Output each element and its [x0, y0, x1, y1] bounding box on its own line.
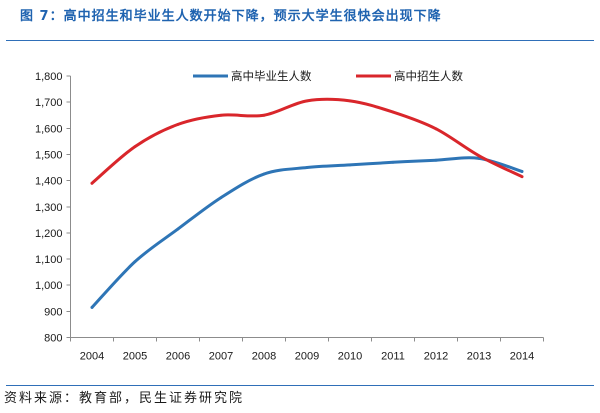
legend-label-graduates: 高中毕业生人数	[231, 69, 312, 83]
figure-title: 图 7：高中招生和毕业生人数开始下降，预示大学生很快会出现下降	[20, 9, 442, 24]
y-tick-label: 1,600	[35, 123, 63, 135]
legend-label-enrollment: 高中招生人数	[394, 69, 463, 83]
data-point-graduates-2009	[305, 166, 309, 169]
data-point-enrollment-2005	[133, 145, 137, 149]
data-point-enrollment-2004	[90, 181, 94, 185]
data-point-graduates-2004	[90, 306, 94, 309]
x-axis: 2004 2005 2006 2007 2008 2009 2010 2011 2012 2013…	[70, 337, 544, 363]
data-point-enrollment-2007	[219, 113, 223, 117]
x-tick-label: 2004	[80, 351, 104, 363]
y-tick-label: 1,700	[35, 97, 63, 109]
data-point-graduates-2012	[434, 158, 438, 162]
x-tick-label: 2008	[252, 351, 276, 363]
x-tick-label: 2010	[338, 351, 362, 363]
data-point-enrollment-2009	[305, 99, 309, 103]
legend-item-enrollment: 高中招生人数	[356, 69, 463, 83]
x-tick-label: 2006	[166, 351, 190, 363]
data-point-enrollment-2008	[262, 113, 266, 117]
y-tick-label: 1,100	[35, 254, 63, 266]
y-tick-label: 1,000	[35, 280, 63, 292]
x-tick-label: 2009	[295, 351, 319, 363]
series-graduates	[90, 156, 524, 309]
data-point-graduates-2014	[520, 170, 524, 173]
y-tick-label: 800	[44, 333, 62, 345]
data-point-enrollment-2012	[434, 127, 438, 131]
y-tick-label: 900	[44, 306, 62, 318]
data-point-enrollment-2006	[176, 122, 180, 126]
x-tick-label: 2005	[123, 351, 147, 363]
data-point-enrollment-2011	[391, 110, 395, 114]
y-tick-label: 1,300	[35, 202, 63, 214]
data-point-enrollment-2010	[348, 99, 352, 103]
source-note: 资料来源：教育部，民生证券研究院	[4, 391, 245, 406]
source-divider	[6, 385, 594, 386]
data-point-graduates-2010	[348, 163, 352, 167]
y-axis: 800 900 1,000 1,100 1,200 1,300 1,400 1,500 1,60…	[35, 71, 71, 345]
title-divider	[6, 40, 594, 41]
y-tick-label: 1,400	[35, 176, 63, 188]
data-point-graduates-2007	[219, 196, 223, 200]
data-point-graduates-2008	[262, 172, 266, 176]
data-point-graduates-2006	[176, 227, 180, 231]
x-tick-label: 2012	[424, 351, 448, 363]
y-tick-label: 1,500	[35, 149, 63, 161]
y-tick-label: 1,200	[35, 228, 63, 240]
series-line-enrollment	[90, 97, 524, 185]
series-group	[90, 97, 524, 309]
data-point-enrollment-2013	[477, 154, 481, 158]
legend-item-graduates: 高中毕业生人数	[193, 69, 312, 83]
data-point-enrollment-2014	[520, 175, 524, 179]
legend: 高中毕业生人数 高中招生人数	[193, 69, 463, 83]
series-enrollment	[90, 97, 524, 185]
data-point-graduates-2011	[391, 160, 395, 164]
x-tick-label: 2007	[209, 351, 233, 363]
y-tick-label: 1,800	[35, 71, 63, 83]
data-point-graduates-2005	[133, 260, 137, 264]
x-tick-label: 2011	[381, 351, 405, 363]
series-line-graduates	[90, 156, 524, 309]
x-tick-label: 2014	[510, 351, 534, 363]
x-tick-label: 2013	[467, 351, 491, 363]
